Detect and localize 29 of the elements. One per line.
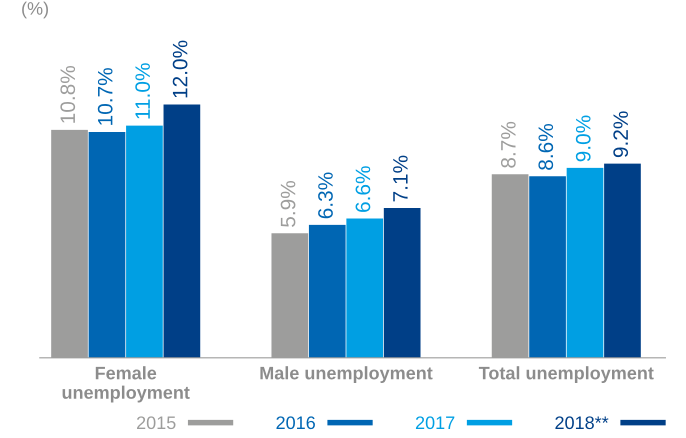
data-label: 6.3% (318, 172, 333, 218)
bar (529, 176, 566, 358)
bar (604, 164, 641, 358)
data-label: 9.0% (576, 116, 591, 162)
bar (164, 104, 200, 358)
bar (566, 168, 604, 358)
x-tick-label: Total unemployment (478, 366, 654, 384)
data-label: 12.0% (172, 40, 188, 98)
bar (88, 132, 126, 358)
data-label: 6.6% (356, 166, 370, 212)
x-tick-label: Male unemployment (260, 366, 433, 384)
bar (346, 218, 384, 358)
bar (384, 208, 421, 358)
data-label: 9.2% (613, 111, 628, 158)
legend-label: 2018** (555, 416, 608, 430)
bar (126, 126, 163, 358)
legend-label: 2016 (276, 416, 315, 430)
data-label: 10.7% (98, 68, 113, 125)
data-label: 7.1% (393, 156, 408, 202)
data-label: 8.6% (538, 124, 554, 170)
x-tick-label: Female unemployment (62, 366, 190, 402)
data-label: 11.0% (135, 63, 150, 118)
legend-label: 2017 (416, 416, 454, 430)
data-label: 5.9% (280, 180, 296, 227)
data-label: 10.8% (60, 66, 76, 123)
data-label: 8.7% (500, 122, 516, 168)
bar (308, 224, 346, 358)
y-axis-title: (%) (22, 2, 48, 18)
legend-label: 2015 (137, 416, 176, 430)
